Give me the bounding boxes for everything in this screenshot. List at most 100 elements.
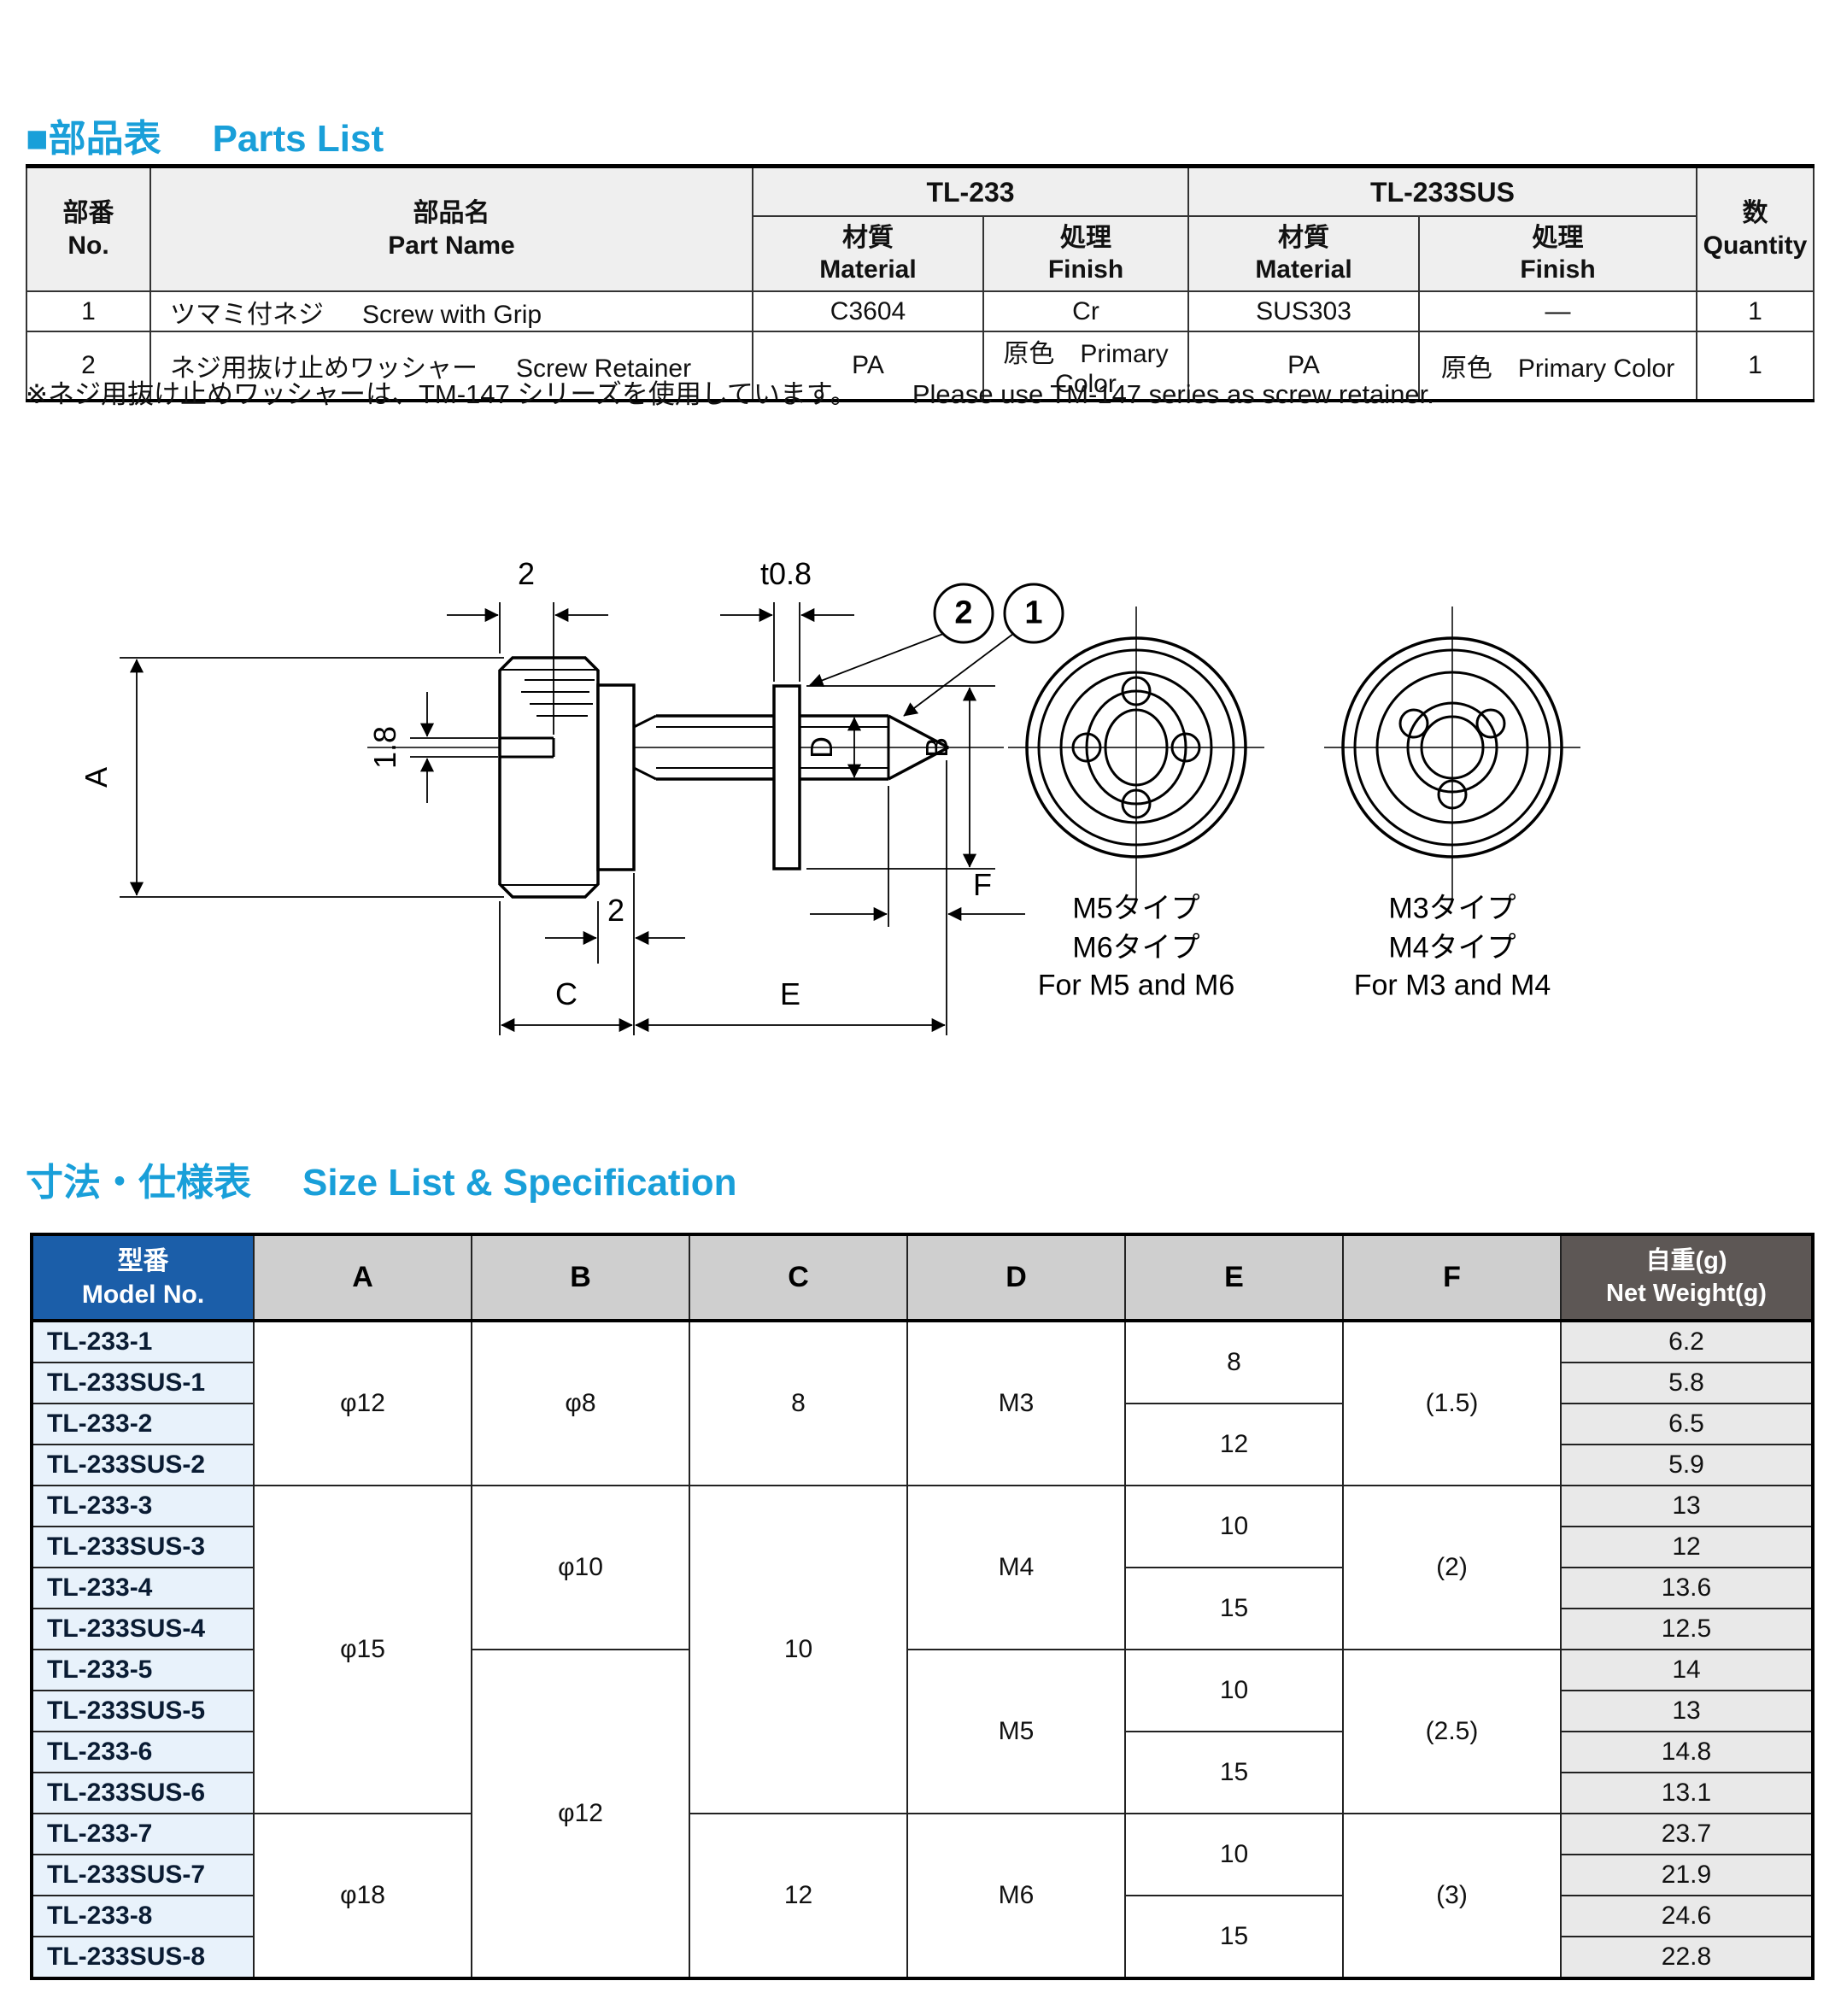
size-list-title-ja: 寸法・仕様表 bbox=[26, 1162, 251, 1204]
front-view-m3-m4 bbox=[1324, 607, 1580, 899]
cell-weight: 6.5 bbox=[1560, 1403, 1814, 1445]
parts-list-table: 部番 No. 部品名 Part Name TL-233 TL-233SUS 数 … bbox=[26, 164, 1815, 402]
cell-d: M3 bbox=[906, 1320, 1126, 1486]
cell-model: TL-233SUS-3 bbox=[31, 1526, 255, 1568]
cell-model: TL-233SUS-2 bbox=[31, 1444, 255, 1486]
dim-label-b: B bbox=[919, 736, 954, 759]
technical-drawing: 2 t0.8 2 1 A 1.8 D B 2 F C E M5タイプ M6タイプ… bbox=[0, 478, 1841, 1042]
size-row: TL-233SUS-6 13.1 bbox=[31, 1772, 1814, 1814]
size-list-title: 寸法・仕様表 Size List & Specification bbox=[26, 1152, 737, 1206]
cell-model: TL-233-4 bbox=[31, 1567, 255, 1609]
cell-weight: 22.8 bbox=[1560, 1936, 1814, 1979]
col-header-finish-1: 処理 Finish bbox=[982, 215, 1190, 292]
cell-e: 15 bbox=[1124, 1567, 1344, 1650]
cell-quantity: 1 bbox=[1696, 290, 1815, 332]
dim-label-c: C bbox=[555, 976, 578, 1011]
retainer-note-en: Please use TM-147 series as screw retain… bbox=[912, 379, 1434, 409]
parts-header-row-2: 材質 Material 処理 Finish 材質 Material 処理 Fin… bbox=[26, 215, 1814, 292]
dim-label-washer-thickness: t0.8 bbox=[759, 556, 812, 591]
dim-label-f: F bbox=[973, 867, 992, 902]
col-header-e: E bbox=[1124, 1234, 1344, 1322]
size-row: TL-233-8 15 24.6 bbox=[31, 1895, 1814, 1979]
cell-b: φ10 bbox=[471, 1485, 690, 1650]
cell-weight: 14 bbox=[1560, 1649, 1814, 1691]
cell-model: TL-233-2 bbox=[31, 1403, 255, 1445]
col-group-tl233: TL-233 bbox=[751, 165, 1190, 217]
cell-material-1: PA bbox=[752, 331, 984, 401]
cell-e: 15 bbox=[1124, 1895, 1344, 1979]
col-header-quantity: 数 Quantity bbox=[1696, 165, 1815, 292]
front-view-m34-label-1: M3タイプ bbox=[1388, 892, 1516, 925]
cell-f: (1.5) bbox=[1342, 1320, 1562, 1486]
size-row: TL-233SUS-5 13 bbox=[31, 1690, 1814, 1732]
cell-a: φ12 bbox=[253, 1320, 472, 1486]
parts-row-2: 2 ネジ用抜け止めワッシャー Screw Retainer PA 原色 Primar… bbox=[26, 331, 1815, 401]
cell-weight: 5.8 bbox=[1560, 1362, 1814, 1404]
cell-weight: 13.6 bbox=[1560, 1567, 1814, 1609]
dim-label-a: A bbox=[79, 766, 114, 788]
cell-model: TL-233SUS-6 bbox=[31, 1772, 255, 1814]
size-row: TL-233-7 φ18 12 M6 10 (3) 23.7 bbox=[31, 1813, 1814, 1979]
col-header-a: A bbox=[253, 1234, 472, 1322]
col-header-c: C bbox=[689, 1234, 908, 1322]
cell-no: 1 bbox=[26, 290, 151, 332]
front-view-m34-label-2: M4タイプ bbox=[1388, 931, 1516, 964]
cell-weight: 12 bbox=[1560, 1526, 1814, 1568]
cell-model: TL-233-8 bbox=[31, 1895, 255, 1937]
col-header-material-1: 材質 Material bbox=[752, 215, 984, 292]
cell-finish-1: Cr bbox=[982, 290, 1190, 332]
cell-material-2: PA bbox=[1187, 331, 1421, 401]
cell-model: TL-233SUS-7 bbox=[31, 1854, 255, 1896]
size-row: TL-233-5 φ12 M5 10 (2.5) 14 bbox=[31, 1649, 1814, 1979]
cell-part-name: ネジ用抜け止めワッシャー Screw Retainer bbox=[150, 331, 753, 401]
cell-a: φ18 bbox=[253, 1813, 472, 1979]
cell-part-name: ツマミ付ネジ Screw with Grip bbox=[150, 290, 753, 332]
technical-drawing-svg bbox=[120, 583, 1580, 1035]
col-header-f: F bbox=[1342, 1234, 1562, 1322]
front-view-m56-label-2: M6タイプ bbox=[1072, 931, 1200, 964]
cell-f: (2.5) bbox=[1342, 1649, 1562, 1814]
dim-label-slot: 1.8 bbox=[367, 725, 402, 770]
parts-header-row-1: 部番 No. 部品名 Part Name TL-233 TL-233SUS 数 … bbox=[26, 165, 1815, 292]
size-row: TL-233-4 15 13.6 bbox=[31, 1567, 1814, 1650]
front-view-m56-label-1: M5タイプ bbox=[1072, 892, 1200, 925]
size-row: TL-233SUS-1 5.8 bbox=[31, 1362, 1814, 1404]
cell-d: M6 bbox=[906, 1813, 1126, 1979]
cell-e: 12 bbox=[1124, 1403, 1344, 1486]
cell-model: TL-233-5 bbox=[31, 1649, 255, 1691]
col-header-part-name: 部品名 Part Name bbox=[150, 165, 753, 292]
dim-label-neck: 2 bbox=[607, 893, 625, 928]
cell-e: 10 bbox=[1124, 1485, 1344, 1568]
cell-weight: 5.9 bbox=[1560, 1444, 1814, 1486]
dim-label-e: E bbox=[779, 976, 801, 1011]
size-spec-table: 型番 Model No. A B C D E F 自重(g) Net Weigh… bbox=[30, 1233, 1815, 1980]
cell-no: 2 bbox=[26, 331, 151, 401]
cell-finish-1: 原色 Primary Color bbox=[982, 331, 1190, 401]
size-row: TL-233SUS-4 12.5 bbox=[31, 1608, 1814, 1650]
cell-model: TL-233-7 bbox=[31, 1813, 255, 1855]
cell-a: φ15 bbox=[253, 1485, 472, 1814]
cell-model: TL-233SUS-8 bbox=[31, 1936, 255, 1979]
cell-d: M4 bbox=[906, 1485, 1126, 1650]
dim-label-grip-lip: 2 bbox=[517, 556, 536, 591]
cell-weight: 24.6 bbox=[1560, 1895, 1814, 1937]
cell-weight: 13.1 bbox=[1560, 1772, 1814, 1814]
cell-material-1: C3604 bbox=[752, 290, 984, 332]
size-row: TL-233SUS-2 5.9 bbox=[31, 1444, 1814, 1486]
cell-model: TL-233SUS-5 bbox=[31, 1690, 255, 1732]
cell-model: TL-233SUS-1 bbox=[31, 1362, 255, 1404]
col-header-model: 型番 Model No. bbox=[31, 1234, 255, 1322]
callout-2-washer: 2 bbox=[954, 595, 973, 631]
size-row: TL-233-1 φ12 φ8 8 M3 8 (1.5) 6.2 bbox=[31, 1320, 1814, 1486]
cell-quantity: 1 bbox=[1696, 331, 1815, 401]
cell-finish-2: — bbox=[1418, 290, 1698, 332]
parts-list-title: ■部品表 Parts List bbox=[26, 108, 384, 162]
col-header-finish-2: 処理 Finish bbox=[1418, 215, 1698, 292]
cell-weight: 13 bbox=[1560, 1690, 1814, 1732]
cell-c: 10 bbox=[689, 1485, 908, 1814]
front-view-m56-label-3: For M5 and M6 bbox=[1037, 969, 1235, 1002]
side-view bbox=[367, 656, 1004, 899]
cell-model: TL-233-6 bbox=[31, 1731, 255, 1773]
cell-b: φ12 bbox=[471, 1649, 690, 1979]
cell-weight: 14.8 bbox=[1560, 1731, 1814, 1773]
